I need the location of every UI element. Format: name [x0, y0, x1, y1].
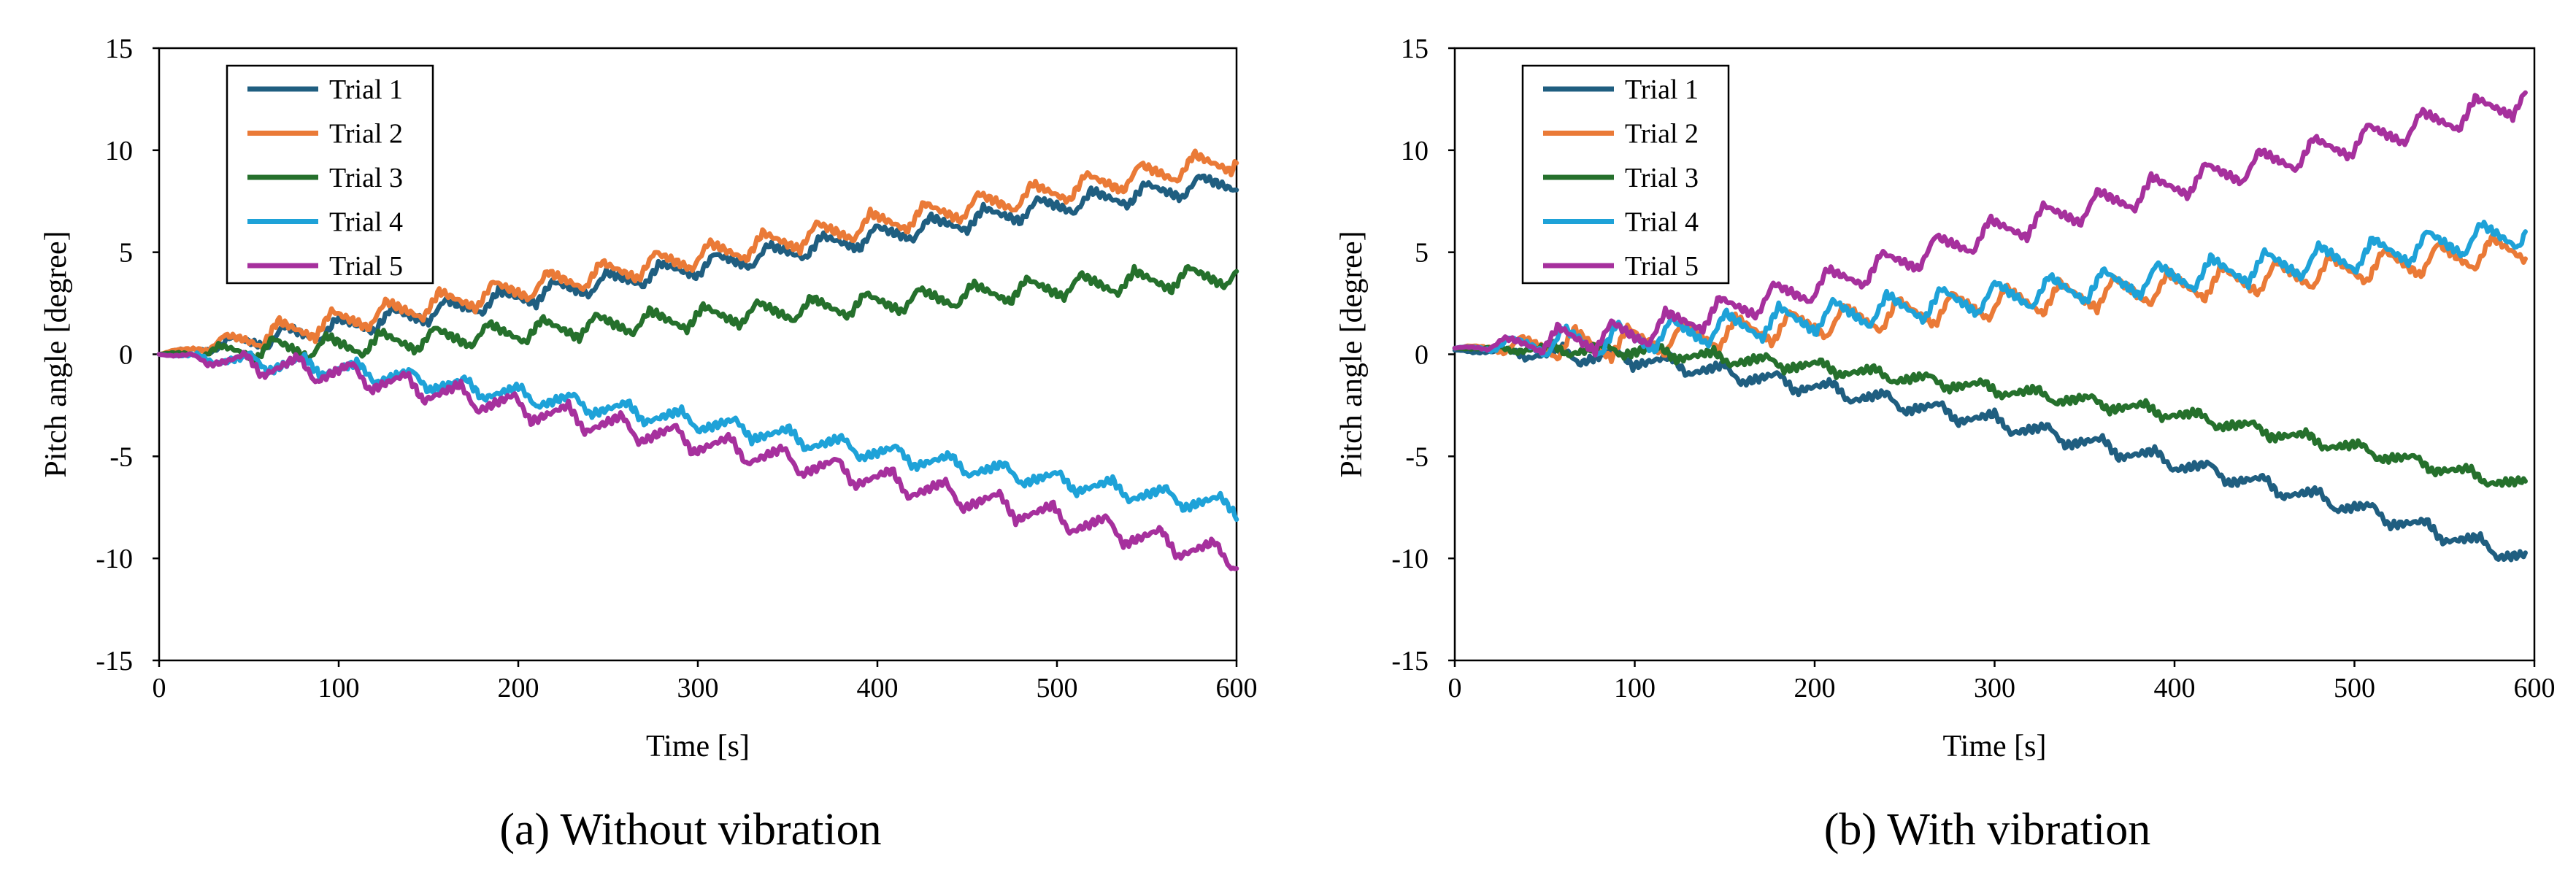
- series-line-trial-3: [156, 263, 1239, 364]
- x-tick-label: 100: [318, 673, 360, 703]
- y-tick-label: -5: [1405, 441, 1429, 472]
- x-tick-label: 0: [1448, 673, 1462, 703]
- y-tick-label: -15: [96, 646, 133, 676]
- y-tick-label: 5: [1415, 238, 1429, 269]
- x-tick-label: 400: [857, 673, 899, 703]
- y-tick-label: -10: [1391, 544, 1429, 574]
- x-tick-label: 300: [677, 673, 719, 703]
- x-tick-label: 500: [1037, 673, 1078, 703]
- legend-label-trial-5: Trial 5: [329, 251, 403, 282]
- legend-label-trial-3: Trial 3: [1625, 163, 1699, 193]
- panel-caption: (b) With vibration: [1824, 805, 2151, 855]
- y-tick-label: 10: [1401, 136, 1429, 166]
- x-tick-label: 200: [498, 673, 539, 703]
- legend-label-trial-1: Trial 1: [1625, 74, 1699, 105]
- legend-box: [226, 64, 434, 285]
- y-axis-title: Pitch angle [degree]: [1335, 231, 1369, 477]
- x-tick-label: 0: [153, 673, 166, 703]
- series-line-trial-1: [1452, 341, 2528, 563]
- x-tick-label: 300: [1974, 673, 2015, 703]
- x-tick-label: 100: [1614, 673, 1656, 703]
- x-tick-label: 600: [2514, 673, 2556, 703]
- y-tick-label: -5: [109, 441, 133, 472]
- series-line-trial-5: [1452, 90, 2528, 358]
- legend-label-trial-4: Trial 4: [1625, 207, 1699, 238]
- x-axis-title: Time [s]: [646, 730, 750, 763]
- y-tick-label: -10: [96, 544, 133, 574]
- y-tick-label: 15: [1401, 34, 1429, 64]
- y-tick-label: 15: [105, 34, 133, 64]
- chart-panel-a: 0 100 200 300 400 500 600 -15 -10 -5 0 5 10 15 Time [s…: [39, 34, 1258, 855]
- legend-label-trial-2: Trial 2: [329, 119, 403, 150]
- legend-label-trial-3: Trial 3: [329, 163, 403, 193]
- panel-caption: (a) Without vibration: [499, 805, 881, 855]
- y-tick-label: 0: [119, 340, 133, 371]
- series-line-trial-5: [156, 350, 1239, 571]
- x-tick-label: 600: [1216, 673, 1258, 703]
- y-tick-label: 10: [105, 136, 133, 166]
- series-line-trial-3: [1452, 339, 2528, 488]
- legend-box: [1521, 64, 1730, 285]
- y-tick-label: -15: [1391, 646, 1429, 676]
- x-tick-label: 200: [1794, 673, 1836, 703]
- legend-label-trial-1: Trial 1: [329, 74, 403, 105]
- chart-panel-b: 0 100 200 300 400 500 600 -15 -10 -5 0 5 10 15 Time [s…: [1335, 34, 2556, 855]
- y-axis-title: Pitch angle [degree]: [39, 231, 73, 477]
- y-tick-label: 0: [1415, 340, 1429, 371]
- legend: Trial 1 Trial 2 Trial 3 Trial 4 Trial 5: [1521, 64, 1730, 285]
- legend: Trial 1 Trial 2 Trial 3 Trial 4 Trial 5: [226, 64, 434, 285]
- x-tick-label: 400: [2154, 673, 2196, 703]
- legend-label-trial-5: Trial 5: [1625, 251, 1699, 282]
- y-tick-label: 5: [119, 238, 133, 269]
- legend-label-trial-2: Trial 2: [1625, 119, 1699, 150]
- x-tick-label: 500: [2334, 673, 2375, 703]
- legend-label-trial-4: Trial 4: [329, 207, 403, 238]
- series-line-trial-2: [156, 148, 1239, 357]
- series-line-trial-1: [156, 173, 1239, 357]
- x-axis-title: Time [s]: [1943, 730, 2047, 763]
